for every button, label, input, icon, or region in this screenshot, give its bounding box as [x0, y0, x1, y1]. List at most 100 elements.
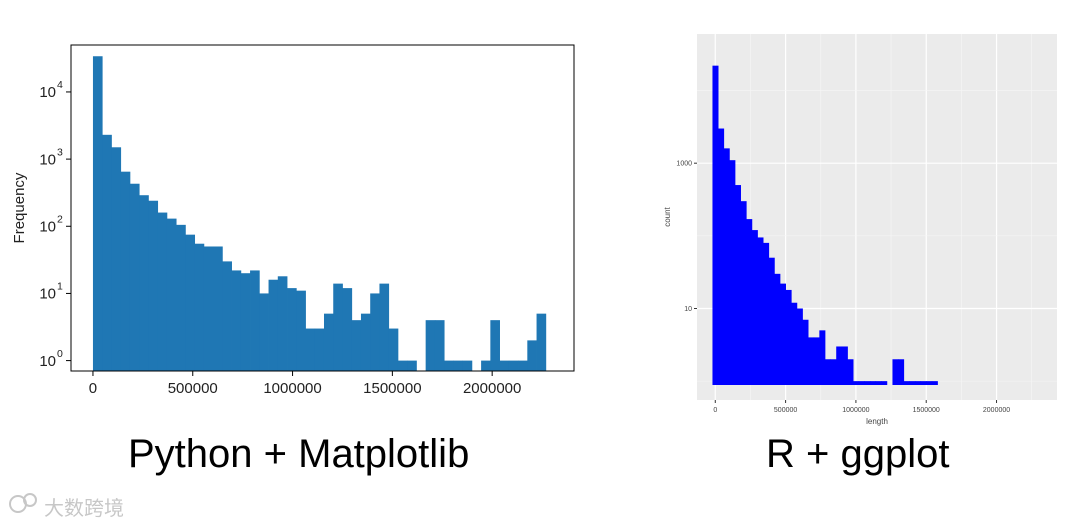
y-tick-label: 10: [39, 151, 56, 168]
histogram-bar: [370, 293, 380, 371]
x-tick-label: 1500000: [363, 380, 421, 397]
histogram-bar: [351, 320, 362, 371]
y-tick-exponent: 1: [57, 281, 63, 293]
histogram-bar: [757, 237, 764, 385]
histogram-bar: [111, 147, 122, 371]
histogram-bar: [734, 185, 741, 385]
histogram-bar: [157, 212, 168, 371]
watermark-logo-icon: [9, 493, 37, 513]
histogram-bar: [802, 319, 809, 385]
histogram-bar: [425, 320, 436, 371]
histogram-bar: [841, 346, 848, 385]
histogram-bar: [102, 134, 112, 371]
histogram-bar: [490, 320, 500, 371]
histogram-bar: [222, 261, 232, 371]
x-tick-label: 2000000: [463, 380, 521, 397]
histogram-bar: [259, 293, 269, 371]
histogram-bar: [746, 219, 753, 385]
histogram-bar: [779, 283, 786, 385]
plot-frame: [70, 44, 575, 372]
histogram-bar: [508, 360, 519, 371]
y-tick-exponent: 3: [57, 146, 63, 158]
histogram-bar: [796, 308, 803, 385]
histogram-bar: [453, 360, 464, 371]
histogram-bar: [462, 360, 473, 371]
histogram-bar: [723, 148, 730, 385]
histogram-bar: [808, 337, 815, 385]
histogram-bar: [379, 283, 390, 371]
histogram-bar: [813, 337, 820, 385]
x-tick-label: 500000: [168, 380, 218, 397]
x-tick-label: 0: [713, 407, 717, 414]
histogram-bar: [203, 246, 214, 371]
histogram-bar: [176, 224, 186, 371]
histogram-bar: [931, 381, 938, 385]
histogram-bar: [712, 65, 719, 386]
histogram-bar: [139, 195, 149, 371]
histogram-bar: [791, 302, 798, 385]
y-tick-label: 10: [39, 286, 56, 303]
histogram-bar: [397, 360, 408, 371]
histogram-bar: [499, 360, 510, 371]
watermark-text: 大数跨境: [44, 498, 124, 520]
histogram-bar: [129, 183, 140, 371]
histogram-bar: [718, 128, 725, 385]
y-tick-exponent: 0: [57, 348, 63, 360]
histogram-bar: [740, 201, 747, 385]
histogram-bar: [360, 313, 371, 371]
histogram-bar: [869, 381, 876, 385]
histogram-bar: [768, 257, 775, 385]
histogram-bar: [287, 288, 297, 371]
histogram-bar: [277, 276, 288, 371]
y-tick-exponent: 4: [57, 79, 63, 91]
histogram-bar: [763, 242, 770, 385]
histogram-bar: [909, 381, 916, 385]
histogram-bar: [914, 381, 921, 385]
x-axis-label: length: [866, 417, 888, 426]
histogram-bar: [407, 360, 417, 371]
histogram-bar: [785, 289, 792, 385]
histogram-bar: [774, 273, 781, 385]
histogram-bar: [864, 381, 871, 385]
histogram-bar: [185, 234, 196, 371]
histogram-bar: [527, 340, 537, 371]
histogram-bar: [920, 381, 927, 385]
x-tick-label: 1000000: [263, 380, 321, 397]
y-tick-label: 10: [39, 353, 56, 370]
histogram-bar: [388, 328, 399, 371]
y-tick-exponent: 2: [57, 214, 63, 226]
histogram-bar: [231, 270, 242, 371]
histogram-bar: [213, 246, 223, 371]
caption-python-matplotlib: Python + Matplotlib: [128, 432, 470, 476]
histogram-bar: [819, 330, 826, 385]
x-tick-label: 1500000: [913, 407, 940, 414]
histogram-bar: [751, 230, 758, 385]
histogram-bar: [166, 218, 177, 371]
watermark: 大数跨境: [8, 490, 148, 520]
matplotlib-panel: 0 500000 1000000 1500000 2000000 10 0 10 1 10 2 10 3…: [0, 0, 600, 440]
histogram-bar: [314, 328, 325, 371]
histogram-bar: [903, 381, 910, 385]
histogram-bar: [898, 359, 905, 385]
y-tick-label: 10: [39, 84, 56, 101]
x-tick-label: 0: [89, 380, 97, 397]
histogram-bar: [892, 359, 899, 385]
ggplot-histogram: 0 500000 1000000 1500000 2000000 10 1000 count l…: [663, 34, 1057, 426]
histogram-bar: [830, 359, 837, 385]
histogram-bar: [148, 200, 159, 371]
histogram-bar: [240, 273, 251, 371]
caption-r-ggplot: R + ggplot: [766, 432, 950, 476]
x-tick-label: 1000000: [842, 407, 869, 414]
histogram-bar: [847, 359, 854, 385]
histogram-bar: [333, 283, 343, 371]
histogram-bar: [481, 360, 491, 371]
ggplot-panel: 0 500000 1000000 1500000 2000000 10 1000 count l…: [640, 0, 1080, 440]
histogram-bar: [853, 381, 860, 385]
histogram-bar: [881, 381, 888, 385]
histogram-bar: [305, 328, 316, 371]
y-axis-label: Frequency: [11, 172, 28, 243]
histogram-bar: [268, 279, 279, 371]
y-tick-label: 1000: [676, 161, 692, 168]
histogram-bar: [444, 360, 454, 371]
